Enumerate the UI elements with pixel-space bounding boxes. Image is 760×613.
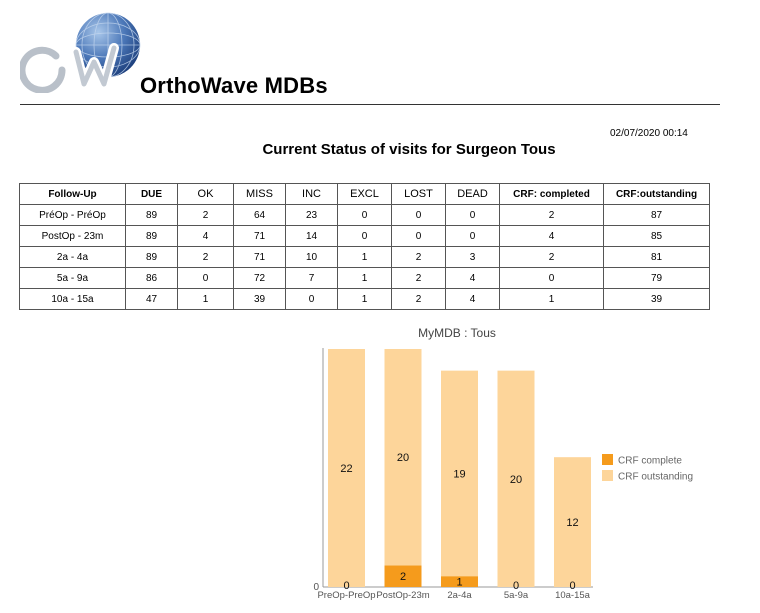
x-tick-label: PostOp-23m	[376, 590, 429, 601]
chart-title: MyMDB : Tous	[418, 326, 496, 340]
table-row: 10a - 15a 47 1 39 0 1 2 4 1 39	[19, 288, 710, 310]
report-datetime: 02/07/2020 00:14	[610, 128, 688, 139]
orthowave-logo	[20, 12, 141, 93]
report-title: Current Status of visits for Surgeon Tou…	[262, 141, 556, 158]
x-tick-label: 5a-9a	[504, 590, 529, 601]
bar-outstanding	[441, 370, 478, 577]
legend-label: CRF outstanding	[618, 472, 693, 483]
bar-label-outstanding: 22	[340, 463, 352, 475]
y-axis-zero-label: 0	[313, 582, 319, 593]
bar-outstanding	[384, 349, 422, 566]
legend-label: CRF complete	[618, 456, 682, 467]
table-cell: 39	[603, 288, 710, 310]
table-row: 2a - 4a 89 2 71 10 1 2 3 2 81	[19, 246, 710, 268]
x-tick-label: PreOp-PreOp	[317, 590, 375, 601]
col-header-inc: INC	[285, 183, 338, 205]
x-tick-label: 10a-15a	[555, 590, 591, 601]
table-cell: 1	[499, 288, 604, 310]
status-table: Follow-Up DUE OK MISS INC EXCL LOST DEAD…	[19, 183, 710, 310]
bar-label-complete: 0	[513, 580, 519, 592]
bar-label-outstanding: 12	[566, 517, 578, 529]
bar-label-complete: 0	[343, 580, 349, 592]
bar-label-complete: 1	[456, 577, 462, 589]
bar-outstanding	[328, 349, 365, 587]
x-tick-label: 2a-4a	[447, 590, 472, 601]
header-divider	[20, 104, 720, 105]
table-row: PréOp - PréOp 89 2 64 23 0 0 0 2 87	[19, 204, 710, 226]
table-row: 5a - 9a 86 0 72 7 1 2 4 0 79	[19, 267, 710, 289]
bar-label-complete: 0	[569, 580, 575, 592]
bar-label-complete: 2	[400, 571, 406, 583]
brand-title: OrthoWave MDBs	[140, 73, 328, 98]
bar-complete	[441, 576, 478, 587]
legend-swatch	[602, 454, 613, 465]
bar-outstanding	[554, 457, 591, 587]
bar-label-outstanding: 19	[453, 468, 465, 480]
bar-label-outstanding: 20	[510, 474, 522, 486]
bar-complete	[384, 565, 422, 587]
bar-label-outstanding: 20	[397, 452, 409, 464]
bar-outstanding	[497, 370, 535, 587]
legend-swatch	[602, 470, 613, 481]
table-cell: 2	[391, 288, 446, 310]
